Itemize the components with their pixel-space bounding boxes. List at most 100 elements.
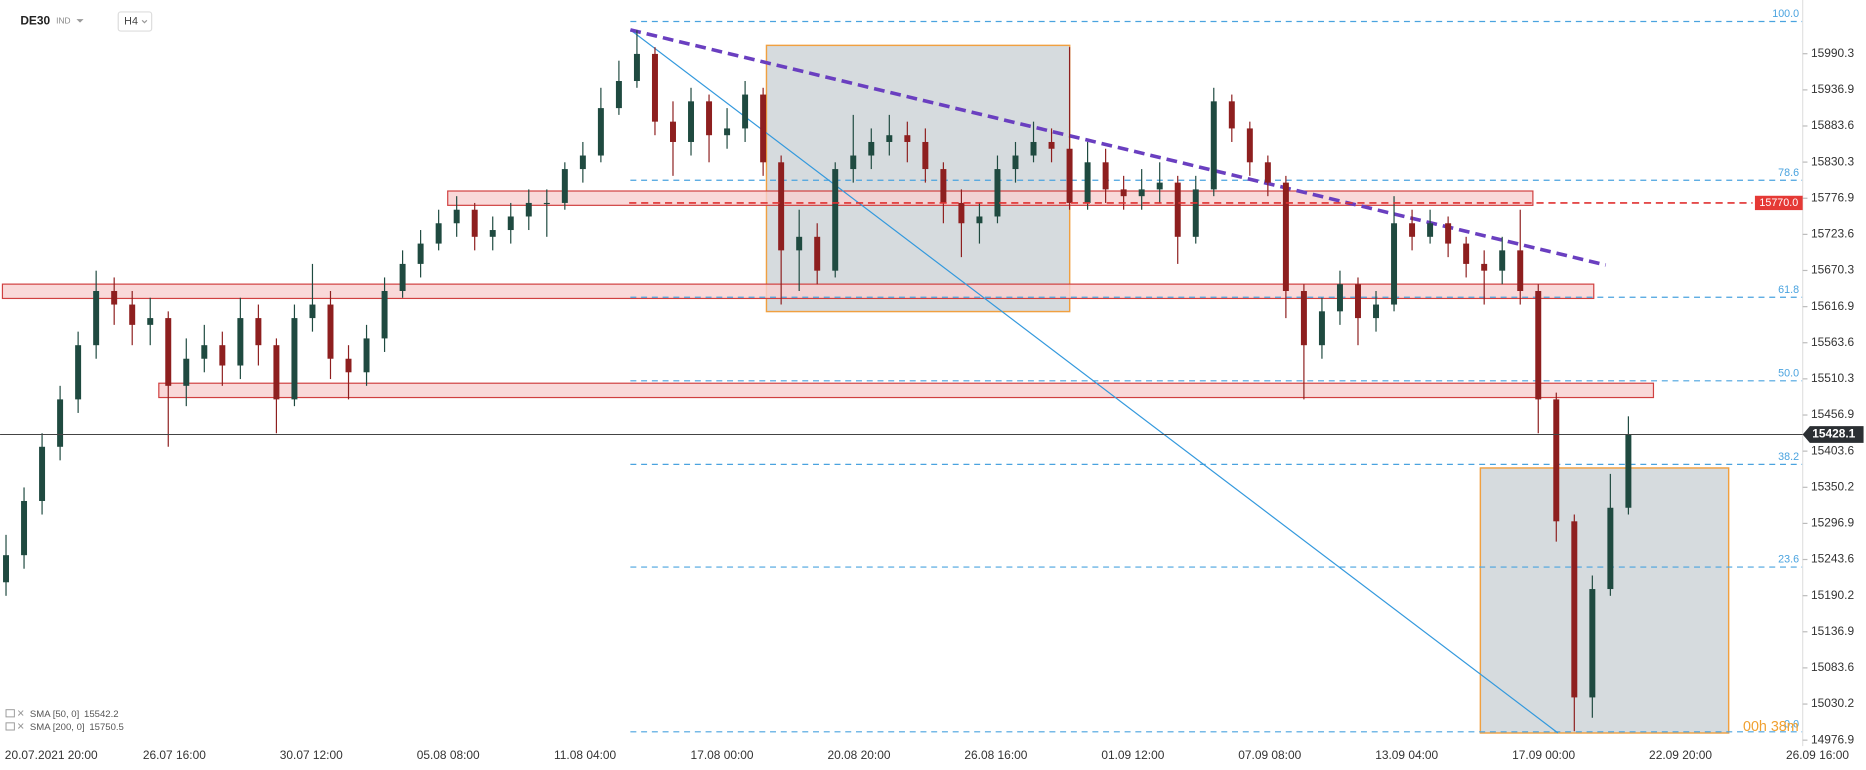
indicator-value: 15542.2 (84, 708, 119, 719)
candle-body (1463, 243, 1470, 264)
plot (3, 30, 1632, 732)
candle-body (1030, 141, 1037, 156)
candle-body (399, 263, 406, 291)
candle-body (1282, 182, 1289, 291)
last-price-bg (1802, 426, 1864, 443)
y-tick-label: 15563.6 (1811, 335, 1854, 349)
indicator-close: ✕ (17, 708, 25, 719)
candle-body (1192, 189, 1199, 237)
last-price-label: 15428.1 (1812, 427, 1855, 441)
y-tick-label: 15456.9 (1811, 407, 1854, 421)
candle-body (1571, 521, 1578, 698)
resistance-zone (447, 190, 1534, 206)
candle-body (1246, 128, 1253, 163)
y-tick-label: 14976.9 (1811, 732, 1854, 746)
candle-body (111, 290, 118, 305)
candle-body (868, 141, 875, 156)
candle-body (579, 155, 586, 170)
candle-body (1138, 189, 1145, 197)
candle-body (327, 304, 334, 359)
candle-body (814, 236, 821, 271)
candle-body (832, 169, 839, 271)
candle-body (940, 169, 947, 203)
candle-body (381, 290, 388, 339)
candle-body (543, 202, 550, 205)
candle-body (651, 53, 658, 122)
y-tick-label: 15296.9 (1811, 516, 1854, 530)
symbol: DE30 (20, 14, 50, 28)
candle-body (165, 318, 172, 386)
candle-body (417, 243, 424, 264)
candle-body (273, 345, 280, 400)
candle-body (471, 209, 478, 237)
countdown: 00h 38m (1743, 719, 1799, 735)
candle-body (994, 169, 1001, 217)
y-tick-label: 15030.2 (1811, 696, 1854, 710)
x-tick-label: 17.08 00:00 (691, 748, 754, 762)
candle-body (1174, 182, 1181, 237)
candle-body (1445, 223, 1452, 244)
y-tick-label: 15136.9 (1811, 624, 1854, 638)
timeframe-selector[interactable] (117, 11, 153, 32)
candle-body (363, 338, 370, 373)
candle-body (147, 318, 154, 325)
candle-body (201, 345, 208, 359)
candle-body (742, 94, 749, 129)
x-tick-label: 11.08 04:00 (554, 748, 616, 762)
market: IND (56, 16, 70, 26)
fib-label: 61.8 (1778, 284, 1799, 296)
candle-body (976, 216, 983, 224)
x-tick-label: 20.07.2021 20:00 (5, 748, 98, 762)
candle-body (1607, 507, 1614, 590)
candle-body (93, 290, 100, 346)
candle-body (525, 202, 532, 217)
y-tick-label: 15510.3 (1811, 371, 1854, 385)
candle-body (57, 399, 64, 447)
fib-label: 23.6 (1778, 554, 1799, 566)
candle-body (309, 304, 316, 319)
candle-body (760, 94, 767, 163)
candle-body (1120, 189, 1127, 197)
dropdown-arrow[interactable] (76, 19, 84, 23)
candle-body (1589, 589, 1596, 698)
candle-body (453, 209, 460, 224)
candle-body (615, 81, 622, 109)
candle-body (796, 236, 803, 251)
indicator-icon (5, 709, 15, 718)
candle-body (904, 135, 911, 142)
y-tick-label: 15723.6 (1811, 227, 1854, 241)
candle-body (1427, 223, 1434, 237)
candle-body (1517, 250, 1524, 291)
range-box (1479, 467, 1730, 734)
y-tick-label: 15083.6 (1811, 660, 1854, 674)
candle-body (21, 500, 28, 556)
candle-body (1625, 434, 1632, 508)
y-tick-label: 15350.2 (1811, 479, 1854, 493)
candle-body (435, 223, 442, 244)
candle-body (1336, 284, 1343, 312)
support-zone (158, 382, 1655, 399)
candle-body (1499, 250, 1506, 271)
candle-body (75, 345, 82, 400)
candle-body (1102, 162, 1109, 190)
indicator-value: 15750.5 (89, 722, 124, 733)
x-tick-label: 30.07 12:00 (280, 748, 343, 762)
x-tick-label: 05.08 08:00 (417, 748, 480, 762)
x-tick-label: 26.09 16:00 (1786, 748, 1849, 762)
trend-line (629, 28, 1607, 267)
candle-body (1012, 155, 1019, 170)
candle-body (1481, 263, 1488, 271)
candle-body (1264, 162, 1271, 183)
candle-body (345, 358, 352, 373)
y-tick-label: 15243.6 (1811, 552, 1854, 566)
candle-body (922, 141, 929, 170)
y-tick-label: 15190.2 (1811, 588, 1854, 602)
candle-body (237, 318, 244, 366)
candle-body (1048, 141, 1055, 149)
candle-body (291, 318, 298, 400)
candle-body (597, 108, 604, 156)
fib-label: 100.0 (1772, 8, 1799, 20)
